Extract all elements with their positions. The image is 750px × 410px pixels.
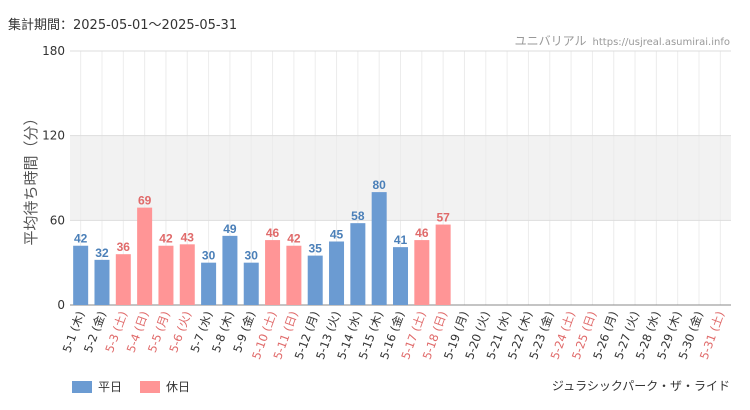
data-label: 42 <box>159 232 173 246</box>
legend-label-weekday: 平日 <box>98 380 123 394</box>
data-label: 42 <box>287 232 301 246</box>
bar <box>307 255 323 305</box>
bar <box>371 192 387 305</box>
data-label: 49 <box>223 222 237 236</box>
period-label: 集計期間：2025-05-01〜2025-05-31 <box>8 18 238 33</box>
data-label: 57 <box>436 211 450 225</box>
y-tick-label: 0 <box>57 298 65 312</box>
data-label: 46 <box>266 226 280 240</box>
bar <box>201 262 217 305</box>
bar <box>243 262 259 305</box>
data-label: 58 <box>351 209 365 223</box>
data-label: 41 <box>394 233 408 247</box>
legend-item-weekday[interactable]: 平日 <box>72 378 122 395</box>
bar <box>286 245 302 305</box>
bar <box>414 240 430 305</box>
attraction-name: ジュラシックパーク・ザ・ライド <box>551 379 730 393</box>
y-tick-label: 180 <box>42 44 65 58</box>
data-label: 32 <box>95 246 109 260</box>
site-credit[interactable]: ユニバリアル https://usjreal.asumirai.info <box>515 32 730 49</box>
data-label: 42 <box>74 232 88 246</box>
data-label: 80 <box>372 178 386 192</box>
site-domain: https://usjreal.asumirai.info <box>592 37 730 48</box>
data-label: 30 <box>202 249 216 263</box>
site-name: ユニバリアル <box>514 34 587 48</box>
y-tick-label: 60 <box>50 213 65 227</box>
data-label: 46 <box>415 226 429 240</box>
legend-swatch-holiday <box>140 380 161 393</box>
bar <box>435 224 451 305</box>
data-label: 35 <box>309 242 323 256</box>
bar <box>73 245 89 305</box>
bar <box>350 223 366 305</box>
legend-label-holiday: 休日 <box>166 380 191 394</box>
bar <box>179 244 195 305</box>
bar <box>265 240 281 305</box>
y-axis-title: 平均待ち時間（分） <box>22 110 40 245</box>
bar <box>393 247 408 305</box>
legend-item-holiday[interactable]: 休日 <box>140 378 190 395</box>
data-label: 43 <box>181 230 195 244</box>
bar <box>222 235 238 305</box>
bar <box>115 254 131 305</box>
data-label: 69 <box>138 194 152 208</box>
bar <box>94 259 110 305</box>
bar <box>158 245 174 305</box>
bar <box>329 241 345 305</box>
data-label: 36 <box>117 240 131 254</box>
data-label: 45 <box>330 228 344 242</box>
bar <box>137 207 153 305</box>
data-label: 30 <box>245 249 259 263</box>
legend: 平日 休日 <box>72 378 208 395</box>
y-tick-label: 120 <box>42 129 65 143</box>
legend-swatch-weekday <box>72 380 92 393</box>
